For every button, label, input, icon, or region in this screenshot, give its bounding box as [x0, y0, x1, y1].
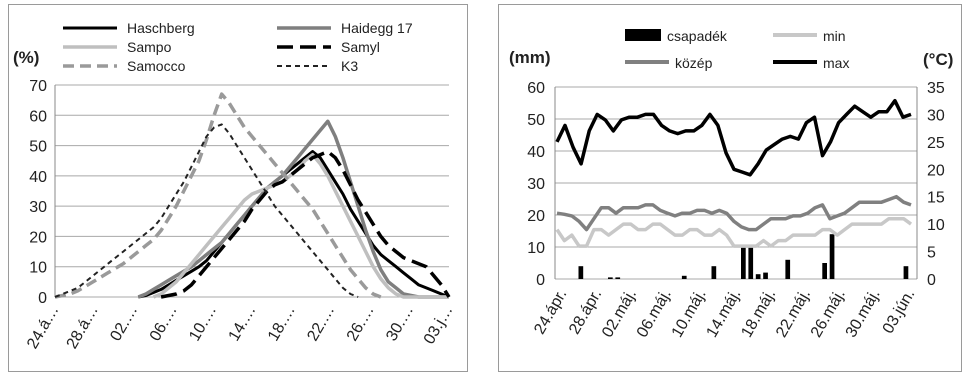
- chart-panel-left: 0 10 20 30 40 50 60 70 24.á… 28.á… 02.… 06.… 10.… 14.…: [8, 4, 468, 372]
- legend-label: közép: [675, 55, 713, 71]
- legend-label: min: [823, 28, 846, 44]
- series-line-közép: [556, 194, 912, 232]
- precip-bar: [741, 247, 746, 279]
- y-tick-label-right: 10: [927, 217, 945, 234]
- precip-bar: [829, 234, 835, 279]
- precip-bar: [711, 266, 717, 279]
- series-line-min: [555, 216, 913, 248]
- y-axis-unit-left: (mm): [509, 48, 551, 67]
- chart-panel-right: 0 10 20 30 40 50 60 0 5 10 15 20 25 30 35 (mm) (°C) 24.áp…: [498, 4, 962, 372]
- legend-label: K3: [341, 58, 358, 74]
- y-tick-label: 50: [29, 139, 47, 156]
- y-tick-label-left: 40: [527, 144, 545, 161]
- x-tick-label: 30.…: [383, 303, 417, 345]
- x-tick-label: 28.á…: [64, 303, 102, 352]
- precip-bar: [755, 274, 761, 279]
- legend-label: Haschberg: [127, 20, 195, 36]
- legend-label: Samyl: [341, 39, 380, 55]
- precip-bar: [903, 266, 909, 279]
- x-tick-label: 24.á…: [24, 303, 62, 352]
- y-tick-label-right: 5: [927, 245, 936, 262]
- x-tick-label: 10.…: [186, 303, 220, 345]
- y-tick-label-right: 25: [927, 135, 945, 152]
- precip-bar: [681, 275, 687, 279]
- legend-label: Sampo: [127, 39, 172, 55]
- precip-bar: [748, 247, 754, 279]
- legend-label: max: [823, 55, 849, 71]
- legend-label: Haidegg 17: [341, 20, 413, 36]
- series-line-samocco: [54, 92, 382, 299]
- precip-bar: [822, 263, 827, 279]
- y-tick-label: 10: [29, 260, 47, 277]
- series-line-samyl: [160, 149, 451, 299]
- y-tick-label: 60: [29, 108, 47, 125]
- y-tick-label: 20: [29, 229, 47, 246]
- y-tick-label-left: 50: [527, 112, 545, 129]
- precip-bar: [578, 266, 584, 279]
- x-tick-label: 02.…: [107, 303, 141, 345]
- precip-bar: [763, 272, 768, 279]
- x-tick-label: 03.j…: [421, 303, 457, 348]
- legend-swatch: [625, 29, 661, 41]
- y-tick-label-left: 30: [527, 176, 545, 193]
- legend-label: csapadék: [667, 28, 728, 44]
- series-line-haschberg: [138, 150, 450, 299]
- y-tick-label-right: 30: [927, 107, 945, 124]
- y-tick-label: 0: [38, 290, 47, 307]
- y-tick-label-left: 10: [527, 240, 545, 257]
- x-tick-label: 22.…: [304, 303, 338, 345]
- x-tick-label: 06.…: [147, 303, 181, 345]
- precip-bar: [785, 259, 791, 279]
- weather-chart: 0 10 20 30 40 50 60 0 5 10 15 20 25 30 35 (mm) (°C) 24.áp…: [509, 28, 953, 341]
- x-tick-label: 03.jún.: [880, 287, 919, 337]
- y-tick-label-left: 0: [536, 272, 545, 289]
- y-axis-unit: (%): [13, 48, 39, 67]
- y-tick-label-right: 35: [927, 80, 945, 97]
- x-tick-label: 30.máj.: [843, 287, 884, 341]
- y-tick-label: 40: [29, 169, 47, 186]
- y-tick-label-right: 0: [927, 272, 936, 289]
- x-tick-label: 18.…: [265, 303, 299, 345]
- y-tick-label-right: 20: [927, 162, 945, 179]
- y-tick-label-right: 15: [927, 190, 945, 207]
- germination-chart: 0 10 20 30 40 50 60 70 24.á… 28.á… 02.… 06.… 10.… 14.…: [13, 20, 457, 352]
- legend-label: Samocco: [127, 58, 186, 74]
- x-tick-label: 26.…: [344, 303, 378, 345]
- y-tick-label: 70: [29, 78, 47, 95]
- x-tick-label: 24.ápr.: [531, 287, 570, 338]
- series-line-max: [555, 98, 912, 177]
- precip-bar: [615, 277, 621, 279]
- y-tick-label-left: 60: [527, 80, 545, 97]
- y-tick-label: 30: [29, 199, 47, 216]
- precip-bar: [608, 277, 613, 279]
- series-line-k3: [54, 123, 359, 298]
- x-tick-label: 14.…: [226, 303, 260, 345]
- y-axis-unit-right: (°C): [923, 50, 953, 69]
- y-tick-label-left: 20: [527, 208, 545, 225]
